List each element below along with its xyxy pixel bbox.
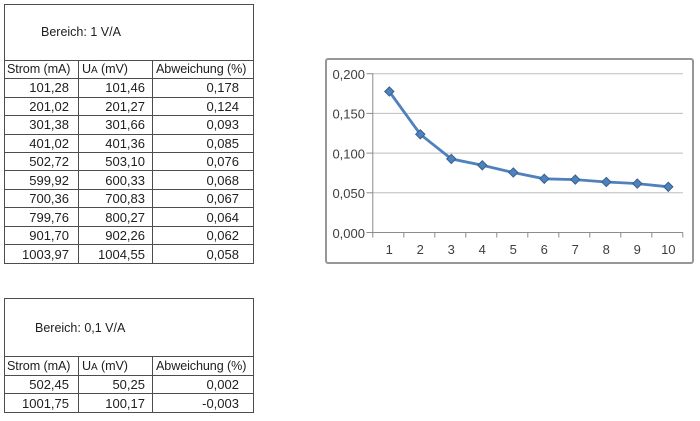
- svg-text:8: 8: [603, 242, 610, 257]
- svg-text:0,150: 0,150: [332, 107, 365, 122]
- svg-text:9: 9: [634, 242, 641, 257]
- svg-text:3: 3: [448, 242, 455, 257]
- svg-text:6: 6: [541, 242, 548, 257]
- svg-text:7: 7: [572, 242, 579, 257]
- svg-text:0,200: 0,200: [332, 67, 365, 82]
- svg-text:2: 2: [417, 242, 424, 257]
- svg-text:0,100: 0,100: [332, 146, 365, 161]
- svg-text:5: 5: [510, 242, 517, 257]
- svg-text:4: 4: [479, 242, 486, 257]
- svg-text:0,050: 0,050: [332, 186, 365, 201]
- svg-text:1: 1: [386, 242, 393, 257]
- svg-text:0,000: 0,000: [332, 226, 365, 241]
- svg-text:10: 10: [661, 242, 675, 257]
